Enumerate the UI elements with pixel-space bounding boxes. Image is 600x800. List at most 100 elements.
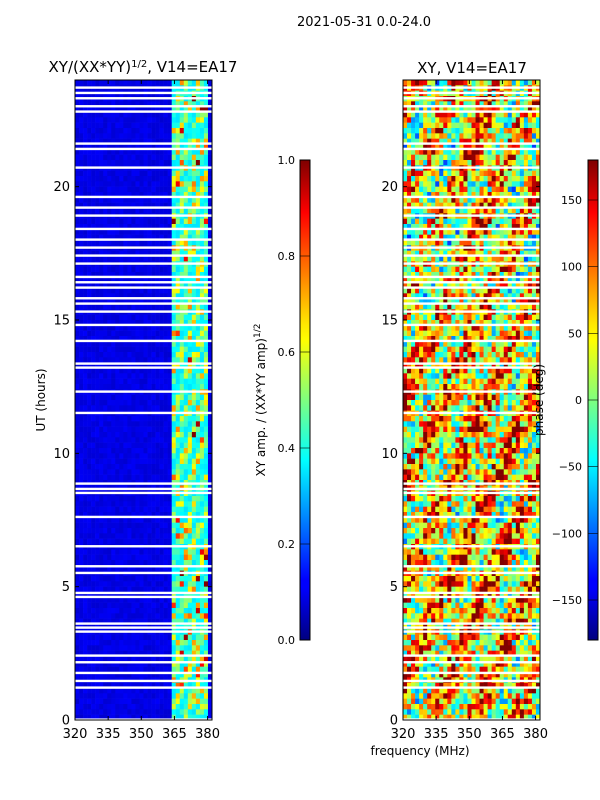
amplitude-heatmap-cell <box>79 362 84 369</box>
amplitude-heatmap-cell <box>127 122 132 129</box>
amplitude-heatmap-cell <box>135 586 140 593</box>
amplitude-heatmap-cell <box>163 474 168 481</box>
amplitude-heatmap-cell <box>191 357 197 363</box>
amplitude-heatmap-cell <box>131 586 136 593</box>
phase-heatmap-cell <box>487 144 492 150</box>
amplitude-heatmap-cell <box>103 634 108 641</box>
amplitude-heatmap-cell <box>203 256 209 262</box>
amplitude-heatmap-cell <box>103 501 108 507</box>
amplitude-heatmap-cell <box>203 352 209 358</box>
phase-heatmap-cell <box>495 106 501 113</box>
amplitude-heatmap-cell <box>179 218 185 225</box>
amplitude-heatmap-cell <box>147 501 152 507</box>
phase-heatmap-cell <box>519 128 525 134</box>
phase-heatmap-cell <box>431 176 436 182</box>
amplitude-heatmap-cell <box>91 426 96 433</box>
phase-heatmap-cell <box>487 202 492 209</box>
amplitude-heatmap-cell <box>151 666 156 673</box>
amplitude-heatmap-cell <box>183 80 189 86</box>
amplitude-heatmap-cell <box>91 346 96 353</box>
amplitude-heatmap-cell <box>119 384 124 390</box>
amplitude-heatmap-cell <box>79 464 84 470</box>
amplitude-heatmap-cell <box>163 608 168 614</box>
phase-heatmap-cell <box>455 197 460 203</box>
amplitude-heatmap-cell <box>155 448 160 454</box>
amplitude-heatmap-cell <box>203 144 209 150</box>
phase-heatmap-cell <box>511 128 517 134</box>
phase-heatmap-cell <box>463 106 468 113</box>
amplitude-heatmap-cell <box>135 112 140 118</box>
amplitude-heatmap-cell <box>119 293 124 299</box>
amplitude-heatmap-cell <box>163 122 168 129</box>
amplitude-heatmap-cell <box>111 554 116 561</box>
amplitude-heatmap-cell <box>79 714 84 721</box>
amplitude-heatmap-cell <box>207 101 213 107</box>
amplitude-heatmap-cell <box>195 602 201 609</box>
amplitude-heatmap-cell <box>127 528 132 534</box>
amplitude-heatmap-cell <box>107 208 112 214</box>
amplitude-heatmap-cell <box>199 197 205 203</box>
amplitude-heatmap-cell <box>183 378 189 385</box>
phase-heatmap-cell <box>451 202 456 209</box>
amplitude-heatmap-cell <box>167 656 173 662</box>
phase-heatmap-cell <box>495 202 501 209</box>
amplitude-heatmap-cell <box>95 634 100 641</box>
amplitude-heatmap-cell <box>203 101 209 107</box>
amplitude-heatmap-cell <box>75 565 80 571</box>
amplitude-heatmap-cell <box>183 698 189 705</box>
phase-heatmap-cell <box>515 112 521 118</box>
amplitude-heatmap-cell <box>151 378 156 385</box>
amplitude-heatmap-cell <box>147 80 152 86</box>
amplitude-heatmap-cell <box>159 650 164 657</box>
amplitude-heatmap-cell <box>187 218 193 225</box>
amplitude-heatmap-cell <box>195 426 201 433</box>
phase-heatmap-cell <box>475 128 480 134</box>
phase-heatmap-cell <box>463 197 468 203</box>
amplitude-heatmap-cell <box>135 608 140 614</box>
amplitude-heatmap-cell <box>75 437 80 443</box>
phase-heatmap-cell <box>467 128 472 134</box>
amplitude-heatmap-cell <box>75 341 80 347</box>
amplitude-heatmap-cell <box>207 602 213 609</box>
phase-heatmap-cell <box>475 106 480 113</box>
amplitude-heatmap-cell <box>83 357 88 363</box>
amplitude-heatmap-cell <box>191 517 197 523</box>
amplitude-heatmap-cell <box>107 682 112 689</box>
amplitude-heatmap-cell <box>175 650 181 657</box>
amplitude-heatmap-cell <box>195 682 201 689</box>
amplitude-heatmap-cell <box>179 170 185 177</box>
amplitude-heatmap-cell <box>123 181 128 187</box>
amplitude-heatmap-cell <box>139 581 144 587</box>
amplitude-heatmap-cell <box>167 682 173 689</box>
amplitude-heatmap-cell <box>75 453 80 459</box>
amplitude-heatmap-cell <box>143 400 148 406</box>
amplitude-heatmap-cell <box>123 266 128 273</box>
phase-heatmap-cell <box>491 128 496 134</box>
amplitude-heatmap-cell <box>95 421 100 427</box>
amplitude-heatmap-cell <box>95 368 100 374</box>
amplitude-heatmap-cell <box>163 666 168 673</box>
amplitude-heatmap-cell <box>131 282 136 289</box>
amplitude-heatmap-cell <box>147 688 152 694</box>
amplitude-heatmap-cell <box>75 613 80 619</box>
amplitude-heatmap-cell <box>83 512 88 518</box>
phase-heatmap-cell <box>423 101 428 107</box>
phase-heatmap-cell <box>531 117 537 123</box>
phase-heatmap-cell <box>495 186 501 193</box>
amplitude-heatmap-cell <box>151 608 156 614</box>
amplitude-heatmap-cell <box>155 469 160 475</box>
amplitude-heatmap-cell <box>183 666 189 673</box>
phase-heatmap-cell <box>527 133 533 139</box>
amplitude-heatmap-cell <box>115 80 120 86</box>
amplitude-heatmap-cell <box>151 250 156 257</box>
phase-heatmap-cell <box>435 176 440 182</box>
amplitude-heatmap-cell <box>131 272 136 278</box>
amplitude-heatmap-cell <box>79 229 84 235</box>
phase-heatmap-cell <box>519 106 525 113</box>
amplitude-heatmap-cell <box>107 645 112 651</box>
amplitude-heatmap-cell <box>175 576 181 582</box>
amplitude-heatmap-cell <box>75 426 80 433</box>
amplitude-heatmap-cell <box>111 682 116 689</box>
amplitude-heatmap-cell <box>203 474 209 481</box>
amplitude-heatmap-cell <box>75 352 80 358</box>
